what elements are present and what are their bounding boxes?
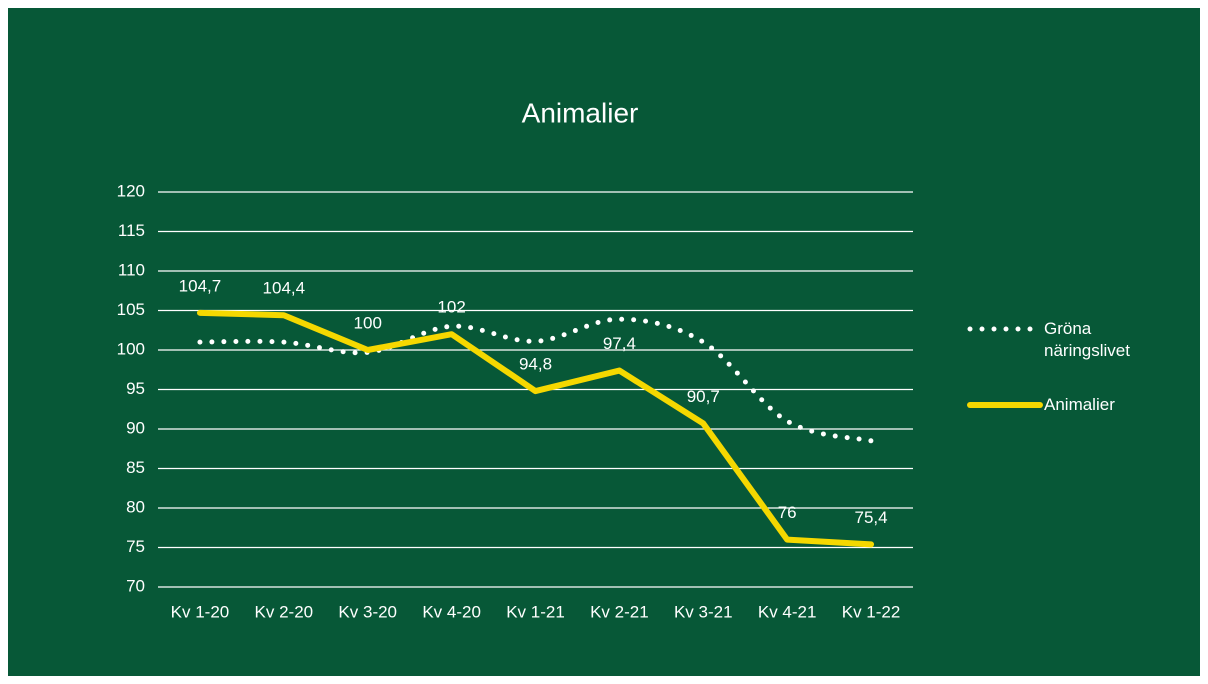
x-tick-label: Kv 1-21 bbox=[506, 602, 565, 621]
series-line bbox=[197, 316, 874, 444]
y-tick-label: 90 bbox=[126, 418, 145, 437]
data-label: 104,7 bbox=[179, 276, 222, 295]
y-tick-label: 110 bbox=[118, 260, 145, 279]
y-tick-label: 120 bbox=[117, 181, 145, 200]
x-tick-label: Kv 3-21 bbox=[674, 602, 733, 621]
x-tick-label: Kv 2-21 bbox=[590, 602, 649, 621]
data-label: 97,4 bbox=[603, 334, 636, 353]
data-label: 94,8 bbox=[519, 355, 552, 374]
y-tick-label: 100 bbox=[117, 339, 145, 358]
x-tick-label: Kv 4-21 bbox=[758, 602, 817, 621]
chart-title: Animalier bbox=[522, 97, 639, 128]
background bbox=[8, 8, 1200, 676]
data-label: 102 bbox=[437, 298, 465, 317]
data-label: 100 bbox=[354, 313, 382, 332]
y-tick-label: 95 bbox=[126, 379, 145, 398]
x-tick-label: Kv 1-22 bbox=[842, 602, 901, 621]
y-tick-label: 75 bbox=[126, 537, 145, 556]
data-label: 90,7 bbox=[687, 387, 720, 406]
x-tick-label: Kv 4-20 bbox=[422, 602, 481, 621]
y-tick-label: 105 bbox=[117, 300, 145, 319]
data-label: 76 bbox=[778, 503, 797, 522]
x-tick-label: Kv 3-20 bbox=[338, 602, 397, 621]
y-tick-label: 70 bbox=[126, 576, 145, 595]
y-tick-label: 85 bbox=[126, 458, 145, 477]
legend-label: Gröna näringslivet bbox=[1044, 319, 1130, 360]
data-label: 104,4 bbox=[263, 279, 306, 298]
legend-label: Animalier bbox=[1044, 395, 1115, 414]
y-tick-label: 115 bbox=[118, 221, 145, 240]
data-label: 75,4 bbox=[855, 508, 888, 527]
y-tick-label: 80 bbox=[126, 497, 145, 516]
series-line bbox=[196, 309, 875, 548]
x-tick-label: Kv 1-20 bbox=[171, 602, 230, 621]
x-tick-label: Kv 2-20 bbox=[255, 602, 314, 621]
